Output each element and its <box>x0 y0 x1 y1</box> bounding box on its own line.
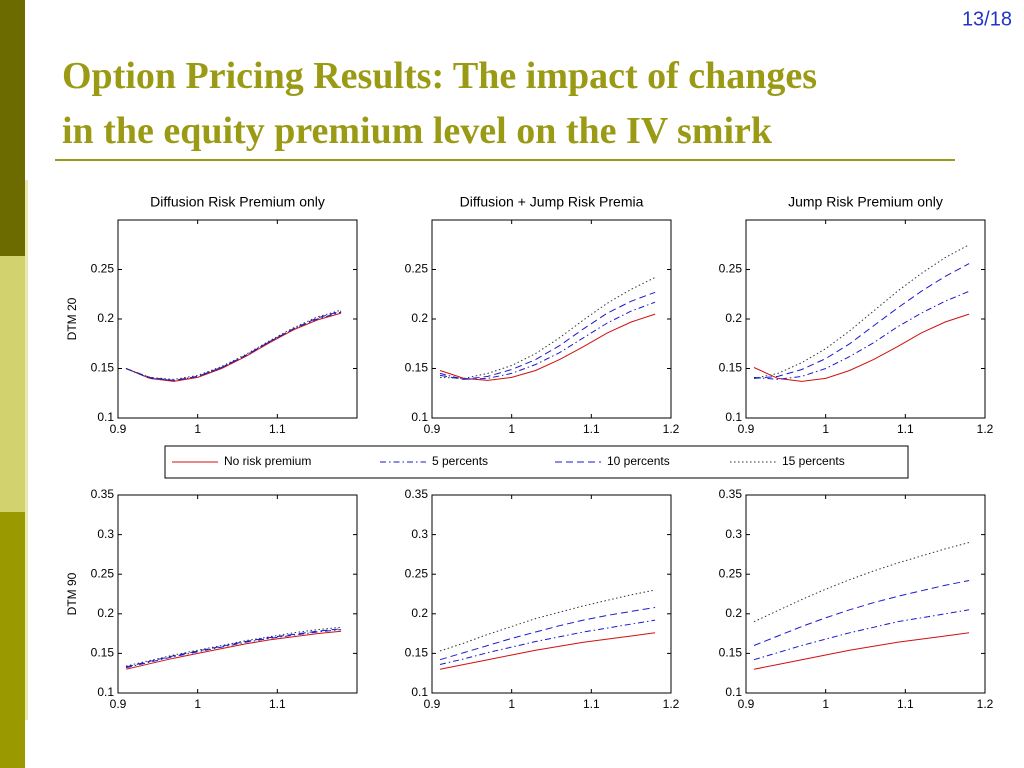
x-tick-label: 1.1 <box>583 697 600 711</box>
slide-title-line: Option Pricing Results: The impact of ch… <box>62 55 817 97</box>
y-axis-label: DTM 20 <box>65 297 79 340</box>
series-line <box>753 542 970 623</box>
y-tick-label: 0.35 <box>405 487 429 501</box>
legend-label: No risk premium <box>224 454 311 468</box>
y-tick-label: 0.1 <box>411 410 428 424</box>
y-tick-label: 0.15 <box>405 646 429 660</box>
series-line <box>753 609 970 661</box>
y-tick-label: 0.1 <box>411 685 428 699</box>
legend-label: 10 percents <box>607 454 670 468</box>
y-tick-label: 0.2 <box>725 311 742 325</box>
series-line <box>753 290 970 380</box>
x-tick-label: 1.1 <box>897 697 914 711</box>
y-tick-label: 0.25 <box>405 262 429 276</box>
y-tick-label: 0.1 <box>725 410 742 424</box>
x-tick-label: 1.1 <box>583 422 600 436</box>
series-line <box>125 628 342 668</box>
x-tick-label: 0.9 <box>738 422 755 436</box>
x-tick-label: 1 <box>508 697 515 711</box>
x-tick-label: 1.2 <box>977 422 994 436</box>
series-line <box>439 632 656 670</box>
y-tick-label: 0.2 <box>97 606 114 620</box>
y-tick-label: 0.2 <box>411 606 428 620</box>
series-line <box>125 312 342 382</box>
y-tick-label: 0.25 <box>91 566 115 580</box>
series-line <box>439 301 656 380</box>
x-tick-label: 1 <box>822 422 829 436</box>
side-stripe <box>0 256 25 512</box>
series-line <box>125 309 342 380</box>
side-stripe <box>0 512 25 768</box>
series-line <box>753 580 970 646</box>
chart-title: Diffusion Risk Premium only <box>150 194 325 210</box>
x-tick-label: 0.9 <box>738 697 755 711</box>
series-line <box>439 607 656 661</box>
x-tick-label: 1.1 <box>269 422 286 436</box>
series-line <box>439 276 656 379</box>
page-number: 13/18 <box>962 8 1012 30</box>
legend-label: 15 percents <box>782 454 845 468</box>
series-line <box>439 589 656 652</box>
series-line <box>125 310 342 381</box>
y-tick-label: 0.3 <box>411 527 428 541</box>
series-line <box>125 629 342 669</box>
series-line <box>439 291 656 380</box>
x-tick-label: 1 <box>194 422 201 436</box>
y-tick-label: 0.2 <box>97 311 114 325</box>
plot-frame <box>431 494 672 694</box>
y-tick-label: 0.35 <box>719 487 743 501</box>
y-tick-label: 0.15 <box>719 646 743 660</box>
x-tick-label: 1 <box>194 697 201 711</box>
legend-label: 5 percents <box>432 454 488 468</box>
y-tick-label: 0.15 <box>719 361 743 375</box>
x-tick-label: 1.1 <box>897 422 914 436</box>
y-tick-label: 0.3 <box>725 527 742 541</box>
y-tick-label: 0.15 <box>91 646 115 660</box>
x-tick-label: 1.2 <box>663 697 680 711</box>
y-tick-label: 0.15 <box>405 361 429 375</box>
series-line <box>753 263 970 379</box>
x-tick-label: 1.2 <box>663 422 680 436</box>
y-axis-label: DTM 90 <box>65 572 79 615</box>
y-tick-label: 0.3 <box>97 527 114 541</box>
x-tick-label: 1.1 <box>269 697 286 711</box>
x-tick-label: 0.9 <box>424 422 441 436</box>
side-stripe-thin <box>25 180 28 720</box>
y-tick-label: 0.25 <box>405 566 429 580</box>
plot-frame <box>745 494 986 694</box>
x-tick-label: 0.9 <box>424 697 441 711</box>
y-tick-label: 0.25 <box>719 566 743 580</box>
x-tick-label: 0.9 <box>110 422 127 436</box>
x-tick-label: 0.9 <box>110 697 127 711</box>
y-tick-label: 0.1 <box>97 410 114 424</box>
series-line <box>125 630 342 670</box>
chart-title: Jump Risk Premium only <box>788 194 943 210</box>
y-tick-label: 0.1 <box>97 685 114 699</box>
y-tick-label: 0.15 <box>91 361 115 375</box>
series-line <box>439 619 656 665</box>
y-tick-label: 0.25 <box>91 262 115 276</box>
x-tick-label: 1 <box>822 697 829 711</box>
y-tick-label: 0.35 <box>91 487 115 501</box>
legend-box <box>164 445 909 479</box>
x-tick-label: 1.2 <box>977 697 994 711</box>
y-tick-label: 0.2 <box>725 606 742 620</box>
series-line <box>125 626 342 667</box>
y-tick-label: 0.1 <box>725 685 742 699</box>
plot-frame <box>431 219 672 419</box>
x-tick-label: 1 <box>508 422 515 436</box>
slide-title-line: in the equity premium level on the IV sm… <box>62 110 773 152</box>
series-line <box>753 632 970 670</box>
side-stripe <box>0 0 25 256</box>
chart-title: Diffusion + Jump Risk Premia <box>460 194 644 210</box>
y-tick-label: 0.2 <box>411 311 428 325</box>
y-tick-label: 0.25 <box>719 262 743 276</box>
plot-frame <box>745 219 986 419</box>
series-line <box>753 313 970 382</box>
